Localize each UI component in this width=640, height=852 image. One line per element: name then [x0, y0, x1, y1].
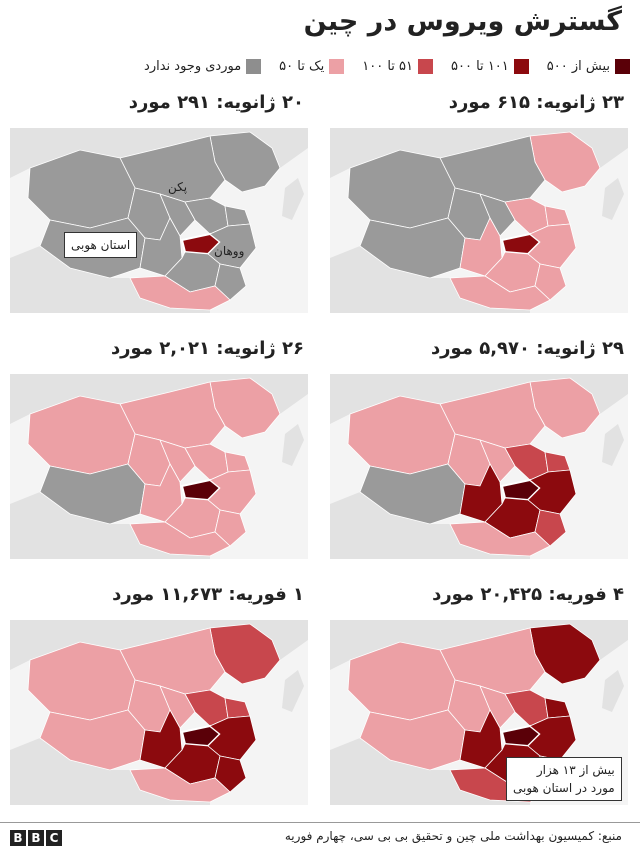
japan-shape: [602, 424, 624, 466]
region-southeast: [534, 509, 567, 547]
china-map: [330, 128, 628, 313]
panel-date: ۱ فوریه: ۱۱,۶۷۳ مورد: [112, 584, 304, 605]
region-southeast: [214, 263, 247, 301]
map-panel-jan23: ۲۳ ژانویه: ۶۱۵ مورد: [330, 92, 628, 314]
legend-swatch: [513, 58, 529, 74]
japan-shape: [602, 670, 624, 712]
bbc-logo: B B C: [10, 830, 62, 846]
map-panel-jan29: ۲۹ ژانویه: ۵,۹۷۰ مورد: [330, 338, 628, 560]
china-map-svg: [10, 128, 308, 313]
china-map: [330, 374, 628, 559]
legend-label: ۵۱ تا ۱۰۰: [362, 58, 414, 74]
japan-shape: [282, 670, 304, 712]
neighbouring-land: [330, 620, 628, 805]
japan-shape: [602, 178, 624, 220]
china-map-svg: [330, 128, 628, 313]
legend-swatch: [329, 58, 345, 74]
region-southeast: [214, 755, 247, 793]
china-map: [10, 374, 308, 559]
beijing-label: پکن: [168, 180, 188, 194]
region-south: [449, 275, 551, 311]
legend-label: ۱۰۱ تا ۵۰۰: [451, 58, 509, 74]
neighbouring-land: [330, 128, 628, 313]
neighbouring-land: [10, 128, 308, 313]
legend-item-none: موردی وجود ندارد: [144, 58, 262, 74]
legend: بیش از ۵۰۰ ۱۰۱ تا ۵۰۰ ۵۱ تا ۱۰۰ یک تا ۵۰…: [10, 54, 630, 78]
legend-item-over-500: بیش از ۵۰۰: [546, 58, 630, 74]
legend-item-101-500: ۱۰۱ تا ۵۰۰: [451, 58, 529, 74]
region-southeast: [214, 509, 247, 547]
china-map-svg: [330, 374, 628, 559]
neighbouring-land: [10, 374, 308, 559]
japan-shape: [282, 424, 304, 466]
japan-shape: [282, 178, 304, 220]
china-map-svg: [330, 620, 628, 805]
region-south: [129, 767, 231, 803]
china-map-svg: [10, 620, 308, 805]
legend-swatch: [418, 58, 434, 74]
region-south: [129, 521, 231, 557]
hubei-callout: استان هوبی: [64, 232, 138, 258]
legend-item-1-50: یک تا ۵۰: [279, 58, 345, 74]
region-southeast: [534, 263, 567, 301]
chart-title: گسترش ویروس در چین: [303, 6, 622, 37]
panel-date: ۲۳ ژانویه: ۶۱۵ مورد: [448, 92, 624, 113]
neighbouring-land: [10, 620, 308, 805]
china-map-svg: [10, 374, 308, 559]
map-panel-feb1: ۱ فوریه: ۱۱,۶۷۳ مورد: [10, 584, 308, 806]
neighbouring-land: [330, 374, 628, 559]
wuhan-label: ووهان: [214, 244, 245, 258]
hubei-cases-callout: بیش از ۱۳ هزار مورد در استان هوبی: [506, 757, 622, 801]
panel-date: ۲۶ ژانویه: ۲,۰۲۱ مورد: [110, 338, 304, 359]
panel-date: ۲۹ ژانویه: ۵,۹۷۰ مورد: [430, 338, 624, 359]
legend-label: موردی وجود ندارد: [144, 58, 242, 74]
region-south: [449, 521, 551, 557]
map-panel-jan26: ۲۶ ژانویه: ۲,۰۲۱ مورد: [10, 338, 308, 560]
legend-swatch: [246, 58, 262, 74]
legend-swatch: [615, 58, 630, 74]
hubei-label: استان هوبی: [71, 238, 131, 252]
china-map: [10, 620, 308, 805]
callout-line-2: مورد در استان هوبی: [513, 781, 615, 795]
panel-date: ۲۰ ژانویه: ۲۹۱ مورد: [128, 92, 304, 113]
source-note: منبع: کمیسیون بهداشت ملی چین و تحقیق بی …: [284, 829, 622, 843]
china-map: [10, 128, 308, 313]
panel-date: ۴ فوریه: ۲۰,۴۲۵ مورد: [432, 584, 624, 605]
footer: B B C منبع: کمیسیون بهداشت ملی چین و تحق…: [0, 822, 640, 852]
region-south: [129, 275, 231, 311]
legend-label: بیش از ۵۰۰: [546, 58, 610, 74]
legend-item-51-100: ۵۱ تا ۱۰۰: [362, 58, 434, 74]
legend-label: یک تا ۵۰: [279, 58, 325, 74]
map-panel-jan20: ۲۰ ژانویه: ۲۹۱ مورد: [10, 92, 308, 314]
callout-line-1: بیش از ۱۳ هزار: [536, 763, 615, 777]
